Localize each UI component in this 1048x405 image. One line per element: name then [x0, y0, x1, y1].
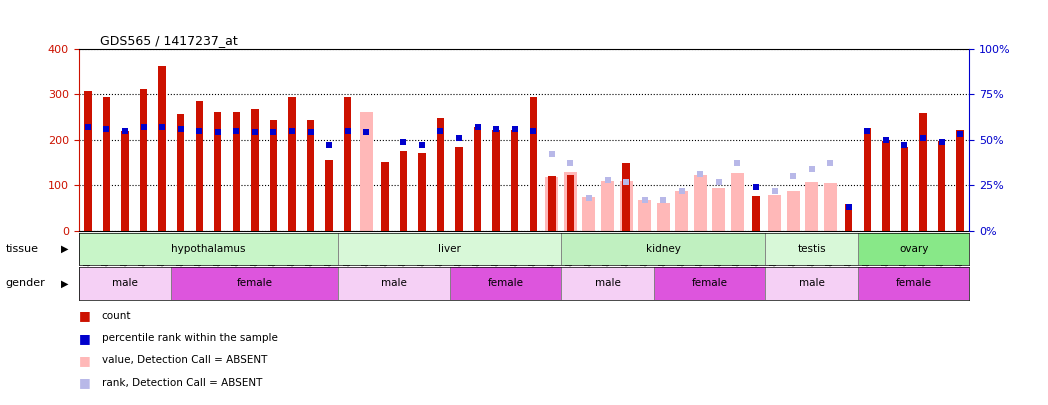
Bar [900, 147, 909, 231]
Bar [326, 160, 333, 231]
Bar [139, 89, 148, 231]
Text: male: male [112, 279, 138, 288]
Bar [79, 267, 172, 300]
Text: female: female [487, 279, 523, 288]
Bar [601, 181, 614, 231]
Text: female: female [692, 279, 727, 288]
Bar [824, 183, 836, 231]
Bar [529, 97, 537, 231]
Bar [752, 196, 760, 231]
Bar [252, 109, 259, 231]
Bar [567, 175, 574, 231]
Bar [583, 197, 595, 231]
Text: female: female [896, 279, 932, 288]
Bar [713, 188, 725, 231]
Bar [307, 120, 314, 231]
Text: ■: ■ [79, 354, 90, 367]
Text: ▶: ▶ [61, 279, 68, 288]
Text: percentile rank within the sample: percentile rank within the sample [102, 333, 278, 343]
Bar [919, 113, 926, 231]
Bar [122, 130, 129, 231]
Text: male: male [594, 279, 620, 288]
Text: GDS565 / 1417237_at: GDS565 / 1417237_at [100, 34, 237, 47]
Bar [765, 267, 858, 300]
Bar [638, 200, 651, 231]
Text: rank, Detection Call = ABSENT: rank, Detection Call = ABSENT [102, 378, 262, 388]
Text: gender: gender [5, 279, 45, 288]
Bar [233, 112, 240, 231]
Bar [511, 130, 519, 231]
Bar [339, 233, 561, 265]
Bar [675, 191, 689, 231]
Bar [623, 164, 630, 231]
Bar [864, 128, 871, 231]
Text: count: count [102, 311, 131, 321]
Bar [768, 195, 781, 231]
Bar [858, 267, 969, 300]
Bar [561, 267, 654, 300]
Bar [938, 141, 945, 231]
Text: ■: ■ [79, 376, 90, 389]
Bar [858, 233, 969, 265]
Bar [172, 267, 339, 300]
Bar [882, 141, 890, 231]
Bar [177, 114, 184, 231]
Bar [561, 233, 765, 265]
Bar [957, 130, 964, 231]
Bar [381, 162, 389, 231]
Text: tissue: tissue [5, 244, 38, 254]
Bar [450, 267, 561, 300]
Bar [657, 202, 670, 231]
Bar [619, 181, 633, 231]
Text: hypothalamus: hypothalamus [171, 244, 246, 254]
Text: male: male [381, 279, 407, 288]
Bar [455, 147, 463, 231]
Bar [214, 112, 221, 231]
Bar [787, 191, 800, 231]
Text: female: female [237, 279, 272, 288]
Text: ■: ■ [79, 332, 90, 345]
Text: liver: liver [438, 244, 461, 254]
Bar [845, 205, 852, 231]
Bar [158, 66, 166, 231]
Bar [564, 172, 576, 231]
Text: ovary: ovary [899, 244, 929, 254]
Bar [493, 130, 500, 231]
Text: male: male [799, 279, 825, 288]
Bar [339, 267, 450, 300]
Bar [103, 97, 110, 231]
Text: value, Detection Call = ABSENT: value, Detection Call = ABSENT [102, 356, 267, 365]
Bar [548, 176, 555, 231]
Bar [418, 153, 425, 231]
Bar [474, 127, 481, 231]
Bar [288, 97, 296, 231]
Text: kidney: kidney [646, 244, 680, 254]
Bar [344, 97, 351, 231]
Bar [269, 120, 277, 231]
Bar [79, 233, 339, 265]
Bar [437, 118, 444, 231]
Bar [399, 151, 407, 231]
Bar [359, 112, 373, 231]
Text: ■: ■ [79, 309, 90, 322]
Bar [654, 267, 765, 300]
Bar [694, 175, 706, 231]
Bar [545, 177, 559, 231]
Text: ▶: ▶ [61, 244, 68, 254]
Bar [84, 91, 91, 231]
Bar [765, 233, 858, 265]
Bar [730, 173, 744, 231]
Bar [196, 101, 203, 231]
Text: testis: testis [798, 244, 826, 254]
Bar [805, 182, 818, 231]
